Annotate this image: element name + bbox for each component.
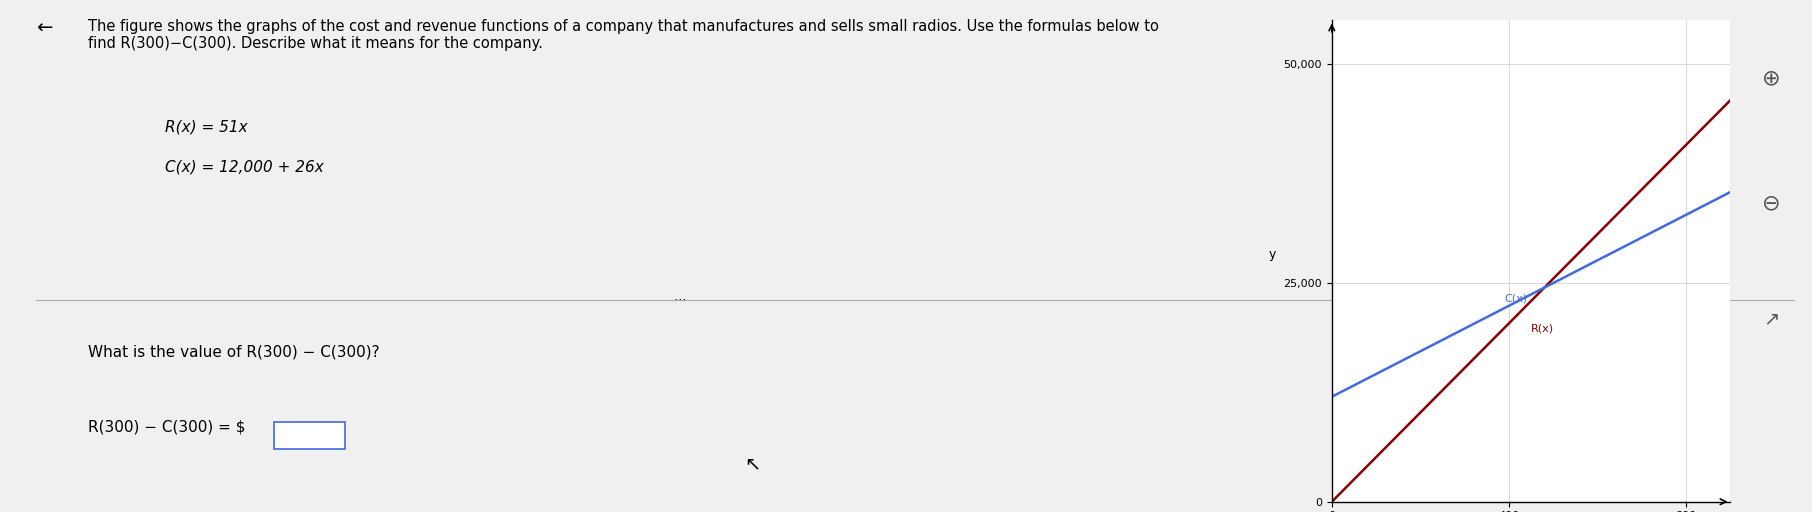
Text: …: … <box>674 290 685 303</box>
Text: ↖: ↖ <box>745 455 761 474</box>
Text: C(x) = 12,000 + 26x: C(x) = 12,000 + 26x <box>165 159 324 174</box>
Text: What is the value of R(300) − C(300)?: What is the value of R(300) − C(300)? <box>87 344 379 359</box>
FancyBboxPatch shape <box>274 422 344 449</box>
Text: C(x): C(x) <box>1504 293 1528 303</box>
Y-axis label: y: y <box>1268 248 1276 261</box>
Text: R(x): R(x) <box>1531 324 1555 333</box>
Text: The figure shows the graphs of the cost and revenue functions of a company that : The figure shows the graphs of the cost … <box>87 19 1158 51</box>
Text: ⊖: ⊖ <box>1761 194 1781 214</box>
Text: ↗: ↗ <box>1763 309 1779 328</box>
Text: ⊕: ⊕ <box>1761 68 1781 88</box>
Text: R(300) − C(300) = $: R(300) − C(300) = $ <box>87 420 245 435</box>
Text: R(x) = 51x: R(x) = 51x <box>165 119 248 134</box>
Text: ←: ← <box>36 19 53 38</box>
